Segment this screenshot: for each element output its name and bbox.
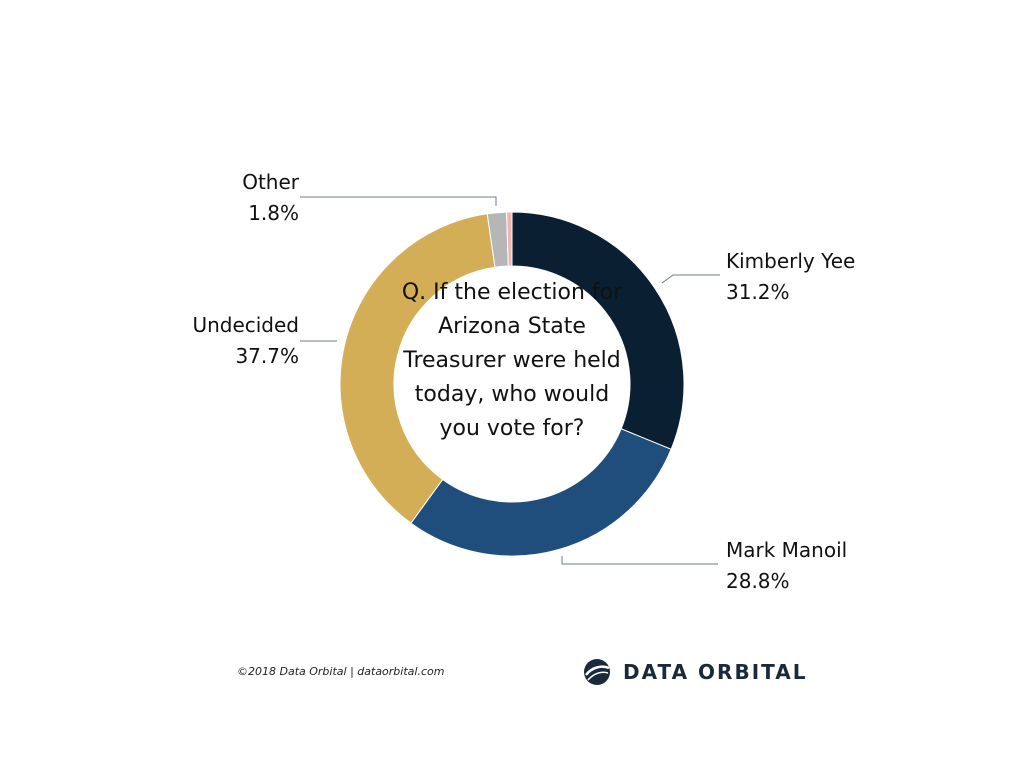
label-undecided-name: Undecided (192, 313, 299, 337)
orbit-logo-icon (584, 659, 610, 685)
label-kimberly-yee-name: Kimberly Yee (726, 249, 856, 273)
footer-copyright: ©2018 Data Orbital | dataorbital.com (237, 665, 445, 678)
leader-line-kimberly-yee (661, 274, 720, 284)
label-mark-manoil: Mark Manoil 28.8% (726, 535, 847, 597)
label-mark-manoil-value: 28.8% (726, 569, 790, 593)
label-other-value: 1.8% (248, 201, 299, 225)
donut-slice-undecided (339, 213, 496, 524)
center-question: Q. If the election for Arizona State Tre… (401, 280, 623, 441)
label-mark-manoil-name: Mark Manoil (726, 538, 848, 562)
label-kimberly-yee: Kimberly Yee 31.2% (726, 246, 855, 308)
label-undecided: Undecided 37.7% (150, 310, 299, 372)
label-other: Other 1.8% (150, 167, 299, 229)
label-kimberly-yee-value: 31.2% (726, 280, 790, 304)
label-other-name: Other (242, 170, 299, 194)
logo-text: DATA ORBITAL (623, 660, 808, 684)
donut-slice-kimberly-yee (511, 211, 685, 450)
brand-logo: DATA ORBITAL (583, 656, 807, 688)
label-undecided-value: 37.7% (235, 344, 299, 368)
donut-slice-mark-manoil (410, 428, 672, 557)
leader-line-other (300, 196, 497, 206)
donut-slice-remainder (506, 211, 513, 267)
leader-line-mark-manoil (561, 556, 718, 565)
